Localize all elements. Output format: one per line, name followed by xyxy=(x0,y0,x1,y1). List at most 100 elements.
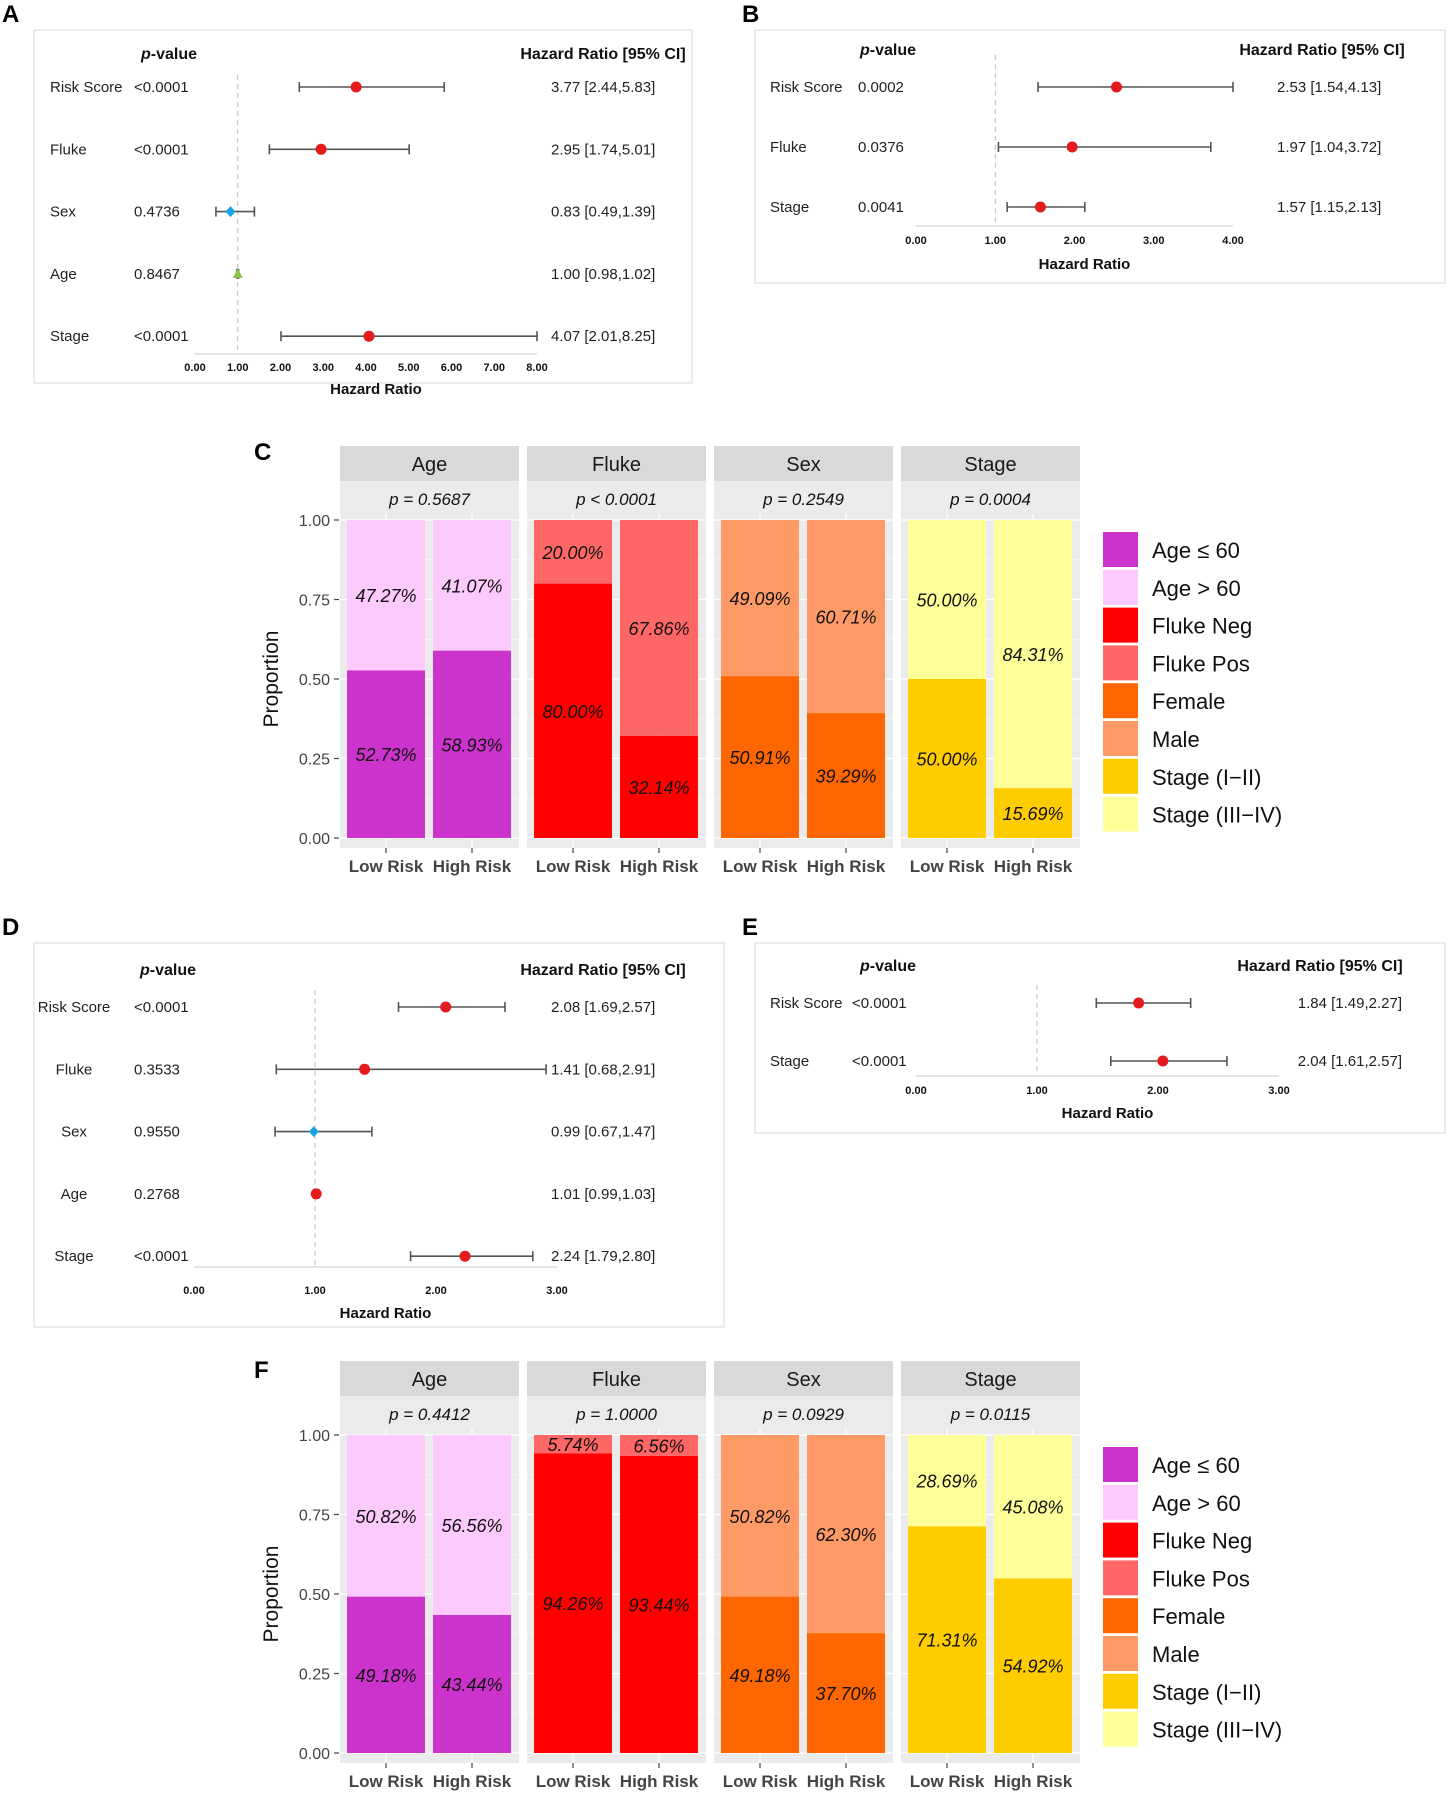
y-axis-title: Proportion xyxy=(260,631,283,728)
panel-border xyxy=(754,29,1446,284)
bar-segment-top xyxy=(347,1435,425,1597)
facet-pvalue: p = 0.0929 xyxy=(762,1405,844,1424)
x-category-label: High Risk xyxy=(807,857,886,876)
bar-segment-bottom xyxy=(908,1526,986,1753)
facet-pvalue: p = 0.4412 xyxy=(388,1405,470,1424)
legend-label: Female xyxy=(1152,1604,1225,1629)
x-tick-label: 7.00 xyxy=(484,362,505,374)
y-tick-label: 0.50 xyxy=(299,672,330,689)
x-axis-title: Hazard Ratio xyxy=(1039,256,1131,273)
row-label: Sex xyxy=(61,1124,87,1141)
hazard-ratio-point xyxy=(350,81,362,93)
x-category-label: Low Risk xyxy=(723,857,798,876)
facet-title: Fluke xyxy=(592,454,641,476)
row-pvalue: 0.0376 xyxy=(858,139,904,156)
row-pvalue: <0.0001 xyxy=(134,79,189,96)
facet-header xyxy=(527,446,706,481)
legend-label: Stage (III−IV) xyxy=(1152,803,1282,828)
legend-label: Stage (I−II) xyxy=(1152,1680,1261,1705)
row-pvalue: <0.0001 xyxy=(852,995,907,1012)
bar-data-label: 47.27% xyxy=(355,586,416,606)
facet-header xyxy=(714,1361,893,1396)
y-tick-label: 0.00 xyxy=(299,1746,330,1763)
facet-title: Age xyxy=(412,454,448,476)
bar-chart-f: 0.00 0.25 0.50 0.75 1.00 Proportion Age p = 0.4… xyxy=(260,1361,1282,1791)
row-pvalue: <0.0001 xyxy=(134,999,189,1016)
y-axis-title: Proportion xyxy=(260,1546,283,1643)
x-category-label: High Risk xyxy=(994,1772,1073,1791)
facet-pvalue: p = 1.0000 xyxy=(575,1405,657,1424)
legend-swatch xyxy=(1103,569,1138,605)
legend-label: Age ≤ 60 xyxy=(1152,1453,1240,1478)
row-pvalue: <0.0001 xyxy=(134,328,189,345)
facet-pvalue-strip xyxy=(527,1396,706,1429)
row-hazard-ratio: 2.24 [1.79,2.80] xyxy=(551,1248,655,1265)
facet-pvalue-strip xyxy=(714,481,893,514)
bar-data-label: 45.08% xyxy=(1002,1498,1063,1518)
facet-title: Sex xyxy=(786,1369,820,1391)
x-category-label: High Risk xyxy=(994,857,1073,876)
x-tick-label: 3.00 xyxy=(313,362,334,374)
hazard-ratio-point xyxy=(1111,81,1123,93)
bar-data-label: 49.18% xyxy=(355,1666,416,1686)
forest-plot-b: p-value Hazard Ratio [95% CI] 0.00 1.00 2.00… xyxy=(754,29,1446,284)
row-label: Stage xyxy=(770,199,809,216)
x-tick-label: 1.00 xyxy=(985,235,1006,247)
row-label: Risk Score xyxy=(770,995,843,1012)
row-hazard-ratio: 2.08 [1.69,2.57] xyxy=(551,999,655,1016)
bar-segment-bottom xyxy=(347,670,425,838)
x-axis-title: Hazard Ratio xyxy=(330,381,422,398)
row-pvalue: 0.9550 xyxy=(134,1124,180,1141)
x-category-label: High Risk xyxy=(620,1772,699,1791)
x-tick-label: 1.00 xyxy=(1026,1085,1047,1097)
facet-pvalue-strip xyxy=(340,481,519,514)
y-tick-label: 0.50 xyxy=(299,1587,330,1604)
x-category-label: Low Risk xyxy=(723,1772,798,1791)
facet-pvalue: p = 0.2549 xyxy=(762,490,844,509)
facet-pvalue-strip xyxy=(527,481,706,514)
hazard-ratio-header: Hazard Ratio [95% CI] xyxy=(520,962,685,979)
bar-data-label: 50.91% xyxy=(729,748,790,768)
bar-segment-top xyxy=(433,1435,511,1615)
bar-data-label: 41.07% xyxy=(441,576,502,596)
x-tick-label: 1.00 xyxy=(227,362,248,374)
row-hazard-ratio: 1.97 [1.04,3.72] xyxy=(1277,139,1381,156)
bar-segment-bottom xyxy=(620,1455,698,1753)
row-hazard-ratio: 2.95 [1.74,5.01] xyxy=(551,141,655,158)
x-category-label: High Risk xyxy=(433,857,512,876)
facet-pvalue: p = 0.5687 xyxy=(388,490,470,509)
facet-title: Fluke xyxy=(592,1369,641,1391)
bar-data-label: 43.44% xyxy=(441,1675,502,1695)
facet-title: Sex xyxy=(786,454,820,476)
legend-swatch xyxy=(1103,1673,1138,1709)
facet-header xyxy=(340,446,519,481)
row-pvalue: 0.8467 xyxy=(134,266,180,283)
hazard-ratio-point xyxy=(225,206,236,218)
forest-plot-e: p-value Hazard Ratio [95% CI] 0.00 1.00 2.00… xyxy=(754,942,1446,1134)
row-hazard-ratio: 1.57 [1.15,2.13] xyxy=(1277,199,1381,216)
legend-swatch xyxy=(1103,796,1138,832)
bar-segment-bottom xyxy=(908,679,986,838)
row-label: Age xyxy=(50,266,77,283)
bar-segment-bottom xyxy=(347,1596,425,1753)
hazard-ratio-point xyxy=(1066,141,1078,153)
legend-label: Male xyxy=(1152,1642,1200,1667)
x-category-label: Low Risk xyxy=(536,1772,611,1791)
bar-data-label: 37.70% xyxy=(815,1684,876,1704)
hazard-ratio-header: Hazard Ratio [95% CI] xyxy=(520,46,685,63)
hazard-ratio-point xyxy=(1133,997,1145,1009)
row-hazard-ratio: 1.41 [0.68,2.91] xyxy=(551,1061,655,1078)
bar-segment-bottom xyxy=(534,583,612,838)
bar-data-label: 58.93% xyxy=(441,735,502,755)
y-tick-label: 0.00 xyxy=(299,831,330,848)
bar-data-label: 49.18% xyxy=(729,1666,790,1686)
x-tick-label: 4.00 xyxy=(355,362,376,374)
hazard-ratio-point xyxy=(363,330,375,342)
x-tick-label: 0.00 xyxy=(184,362,205,374)
bar-data-label: 49.09% xyxy=(729,589,790,609)
x-tick-label: 2.00 xyxy=(270,362,291,374)
bar-data-label: 84.31% xyxy=(1002,645,1063,665)
facet-header xyxy=(527,1361,706,1396)
facet-title: Stage xyxy=(964,454,1016,476)
bar-data-label: 62.30% xyxy=(815,1525,876,1545)
